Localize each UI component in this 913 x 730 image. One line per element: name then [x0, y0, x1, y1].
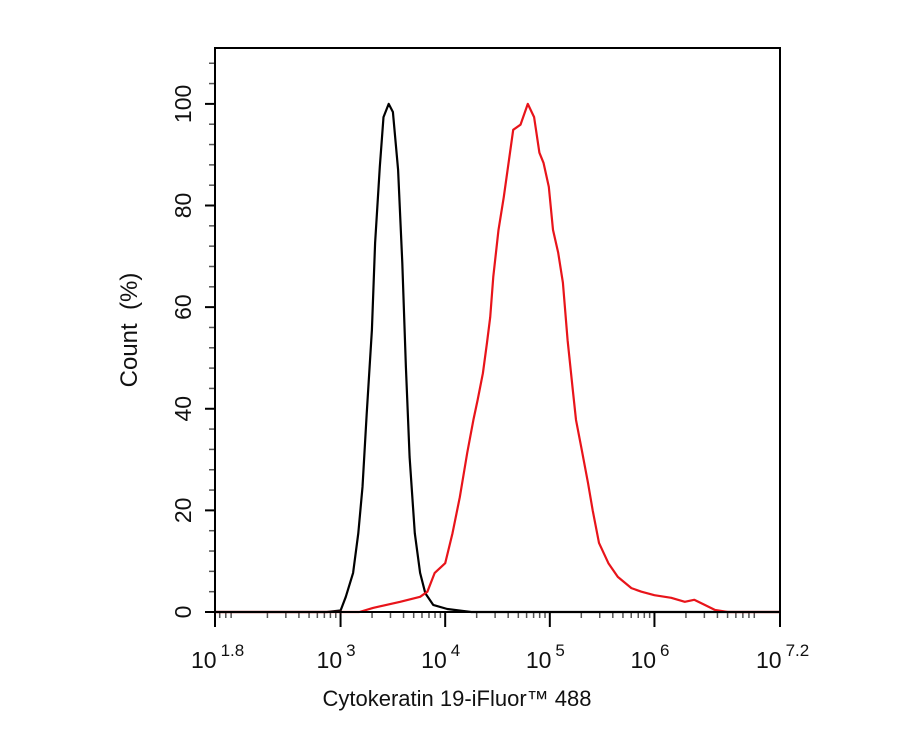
x-tick-label: 10 4 — [421, 641, 460, 673]
series-layer — [215, 102, 780, 614]
y-axis-title: Count (%) — [116, 273, 143, 388]
y-tick-label: 20 — [170, 498, 196, 524]
x-tick-label: 10 7.2 — [756, 641, 809, 673]
x-tick-label: 10 1.8 — [191, 641, 244, 673]
y-tick-label: 100 — [170, 85, 196, 123]
y-tick-label: 60 — [170, 294, 196, 320]
y-tick-label: 0 — [170, 606, 196, 619]
minor-ticks — [209, 62, 756, 618]
x-tick-label: 10 6 — [630, 641, 669, 673]
x-tick-label: 10 5 — [526, 641, 565, 673]
series-line-control — [215, 102, 780, 614]
x-axis-title: Cytokeratin 19-iFluor™ 488 — [322, 686, 591, 711]
major-ticks — [205, 102, 781, 627]
y-tick-label: 80 — [170, 193, 196, 219]
series-line-cytokeratin-19 — [215, 102, 780, 614]
plot-frame — [214, 47, 781, 613]
x-tick-label: 10 3 — [317, 641, 356, 673]
y-tick-label: 40 — [170, 396, 196, 422]
